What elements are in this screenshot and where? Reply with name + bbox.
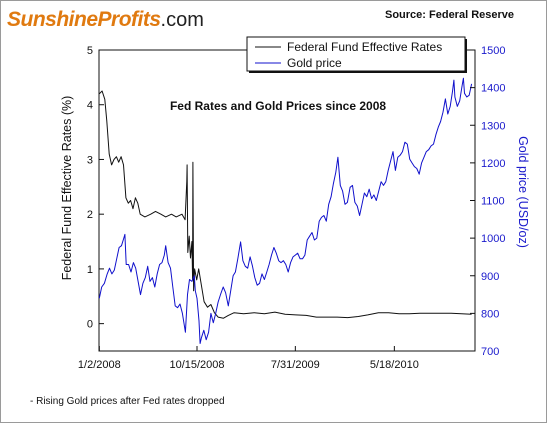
y-right-tick-label: 1200 [481, 158, 505, 170]
legend-box [246, 36, 466, 72]
x-tick-label: 1/2/2008 [78, 359, 121, 371]
fed-rate-series-line [98, 90, 472, 319]
logo-tld: .com [160, 9, 204, 31]
y-axis-left-label: Federal Fund Effective Rates (%) [60, 96, 74, 281]
y-left-tick-label: 3 [87, 154, 93, 166]
y-right-tick-label: 1100 [481, 196, 505, 208]
chart-title: Fed Rates and Gold Prices since 2008 [170, 99, 386, 113]
x-tick-label: 10/15/2008 [169, 359, 224, 371]
fed-rate-legend-label: Federal Fund Effective Rates [287, 40, 442, 54]
x-tick-label: 5/18/2010 [370, 359, 419, 371]
y-left-tick-label: 5 [87, 45, 93, 57]
y-right-tick-label: 700 [481, 346, 499, 358]
y-right-tick-label: 900 [481, 271, 499, 283]
y-right-tick-label: 800 [481, 308, 499, 320]
y-right-tick-label: 1000 [481, 233, 505, 245]
y-left-tick-label: 2 [87, 209, 93, 221]
y-left-tick-label: 0 [87, 319, 93, 331]
footnote: - Rising Gold prices after Fed rates dro… [30, 396, 225, 407]
y-left-tick-label: 1 [87, 264, 93, 276]
y-right-tick-label: 1300 [481, 120, 505, 132]
y-axis-right-label: Gold price (USD/oz) [516, 136, 530, 248]
x-tick-label: 7/31/2009 [271, 359, 320, 371]
y-left-tick-label: 4 [87, 100, 93, 112]
logo-brand: SunshineProfits [7, 8, 161, 31]
y-right-tick-label: 1500 [481, 45, 505, 57]
sunshine-profits-logo: SunshineProfits.com [7, 8, 204, 32]
plot-area-border [98, 49, 476, 352]
gold-price-series-line [98, 77, 473, 344]
gold-price-legend-label: Gold price [287, 56, 342, 70]
source-label: Source: Federal Reserve [385, 9, 515, 21]
y-right-tick-label: 1400 [481, 83, 505, 95]
